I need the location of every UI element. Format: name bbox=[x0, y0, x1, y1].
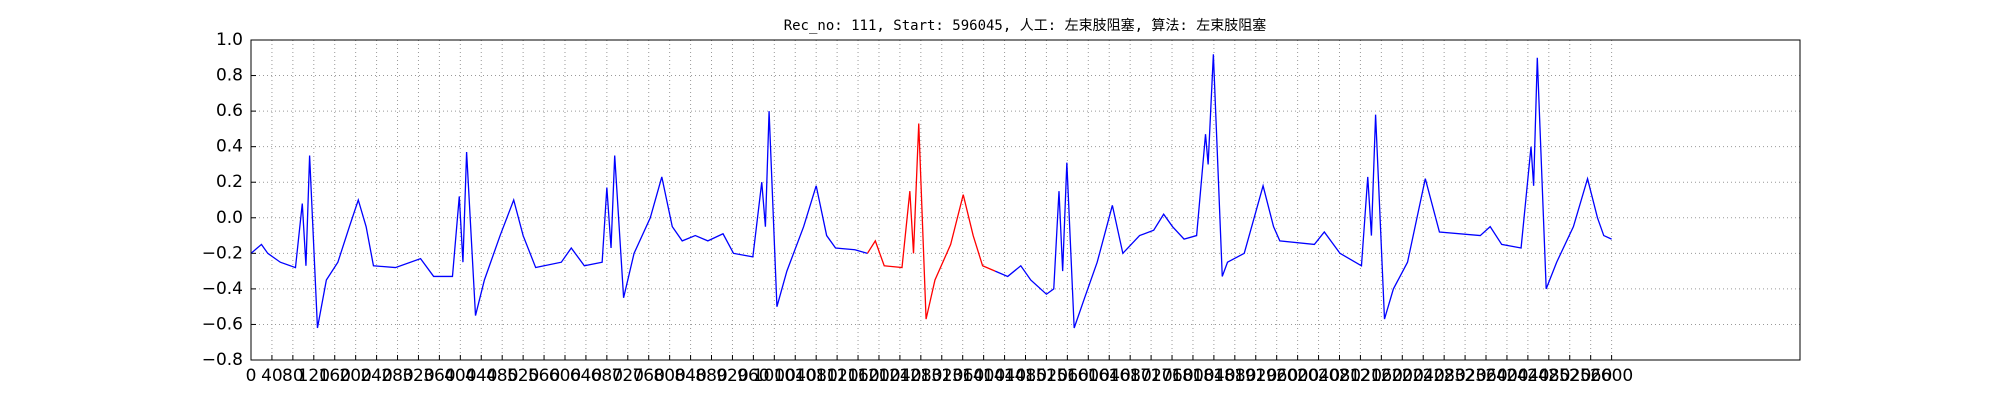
x-tick-label: 960 bbox=[737, 366, 769, 386]
x-tick-label: 2360 bbox=[1464, 366, 1507, 386]
x-tick-label: 40 bbox=[261, 366, 283, 386]
x-tick-label: 1480 bbox=[1004, 366, 1047, 386]
series-line bbox=[250, 111, 868, 329]
x-tick-label: 800 bbox=[653, 366, 685, 386]
x-tick-label: 1960 bbox=[1255, 366, 1298, 386]
y-tick-label: 0.6 bbox=[216, 101, 243, 121]
x-tick-label: 200 bbox=[339, 366, 371, 386]
x-tick-label: 1120 bbox=[815, 366, 858, 386]
x-tick-label: 2440 bbox=[1506, 366, 1549, 386]
x-tick-label: 1080 bbox=[795, 366, 838, 386]
y-tick-label: −0.6 bbox=[202, 314, 243, 334]
x-tick-label: 0 bbox=[246, 366, 257, 386]
x-tick-label: 1440 bbox=[983, 366, 1026, 386]
x-tick-label: 400 bbox=[444, 366, 476, 386]
x-tick-label: 1920 bbox=[1234, 366, 1277, 386]
x-tick-label: 1400 bbox=[962, 366, 1005, 386]
series-line bbox=[994, 54, 1612, 329]
chart-title: Rec_no: 111, Start: 596045, 人工: 左束肢阻塞, 算… bbox=[784, 17, 1267, 34]
x-tick-label: 1040 bbox=[774, 366, 817, 386]
x-tick-label: 1720 bbox=[1129, 366, 1172, 386]
x-tick-label: 2200 bbox=[1381, 366, 1424, 386]
x-tick-label: 2240 bbox=[1402, 366, 1445, 386]
y-tick-label: 0.4 bbox=[216, 137, 243, 157]
x-tick-label: 2040 bbox=[1297, 366, 1340, 386]
x-tick-label: 1560 bbox=[1046, 366, 1089, 386]
x-tick-label: 1800 bbox=[1171, 366, 1214, 386]
x-tick-label: 2600 bbox=[1590, 366, 1633, 386]
x-tick-label: 240 bbox=[360, 366, 392, 386]
x-tick-label: 480 bbox=[486, 366, 518, 386]
x-tick-label: 600 bbox=[549, 366, 581, 386]
x-tick-label: 840 bbox=[674, 366, 706, 386]
x-tick-label: 1880 bbox=[1213, 366, 1256, 386]
x-tick-label: 2120 bbox=[1339, 366, 1382, 386]
x-tick-label: 1600 bbox=[1067, 366, 1110, 386]
x-tick-label: 280 bbox=[381, 366, 413, 386]
plot-frame bbox=[250, 39, 1801, 361]
y-tick-label: 0.0 bbox=[216, 208, 243, 228]
x-tick-label: 1000 bbox=[753, 366, 796, 386]
x-tick-label: 160 bbox=[319, 366, 351, 386]
x-tick-label: 1240 bbox=[878, 366, 921, 386]
x-tick-label: 2080 bbox=[1318, 366, 1361, 386]
x-tick-label: 520 bbox=[507, 366, 539, 386]
x-tick-label: 2320 bbox=[1443, 366, 1486, 386]
y-tick-label: 0.2 bbox=[216, 172, 243, 192]
x-tick-label: 920 bbox=[716, 366, 748, 386]
x-tick-label: 1280 bbox=[899, 366, 942, 386]
x-tick-label: 320 bbox=[402, 366, 434, 386]
x-tick-label: 440 bbox=[465, 366, 497, 386]
x-tick-label: 640 bbox=[570, 366, 602, 386]
series-line bbox=[866, 123, 996, 320]
x-tick-label: 880 bbox=[695, 366, 727, 386]
x-tick-label: 2000 bbox=[1276, 366, 1319, 386]
x-tick-label: 1840 bbox=[1192, 366, 1235, 386]
x-tick-label: 1680 bbox=[1109, 366, 1152, 386]
y-tick-label: −0.4 bbox=[202, 279, 243, 299]
x-tick-label: 120 bbox=[298, 366, 330, 386]
x-tick-label: 560 bbox=[528, 366, 560, 386]
x-tick-label: 1520 bbox=[1025, 366, 1068, 386]
x-tick-label: 1760 bbox=[1150, 366, 1193, 386]
x-tick-label: 2520 bbox=[1548, 366, 1591, 386]
y-tick-label: −0.8 bbox=[202, 350, 243, 370]
x-tick-label: 1200 bbox=[857, 366, 900, 386]
x-tick-label: 760 bbox=[632, 366, 664, 386]
y-tick-label: −0.2 bbox=[202, 243, 243, 263]
x-tick-label: 2160 bbox=[1360, 366, 1403, 386]
x-tick-label: 2480 bbox=[1527, 366, 1570, 386]
x-tick-label: 680 bbox=[591, 366, 623, 386]
x-tick-label: 2400 bbox=[1485, 366, 1528, 386]
y-tick-label: 0.8 bbox=[216, 66, 243, 86]
x-tick-label: 720 bbox=[612, 366, 644, 386]
y-tick-label: 1.0 bbox=[216, 30, 243, 50]
x-tick-label: 80 bbox=[282, 366, 304, 386]
x-tick-label: 1360 bbox=[941, 366, 984, 386]
x-tick-label: 2280 bbox=[1423, 366, 1466, 386]
x-tick-label: 1320 bbox=[920, 366, 963, 386]
x-tick-label: 2560 bbox=[1569, 366, 1612, 386]
x-tick-label: 1160 bbox=[836, 366, 879, 386]
x-tick-label: 360 bbox=[423, 366, 455, 386]
x-tick-label: 1640 bbox=[1088, 366, 1131, 386]
